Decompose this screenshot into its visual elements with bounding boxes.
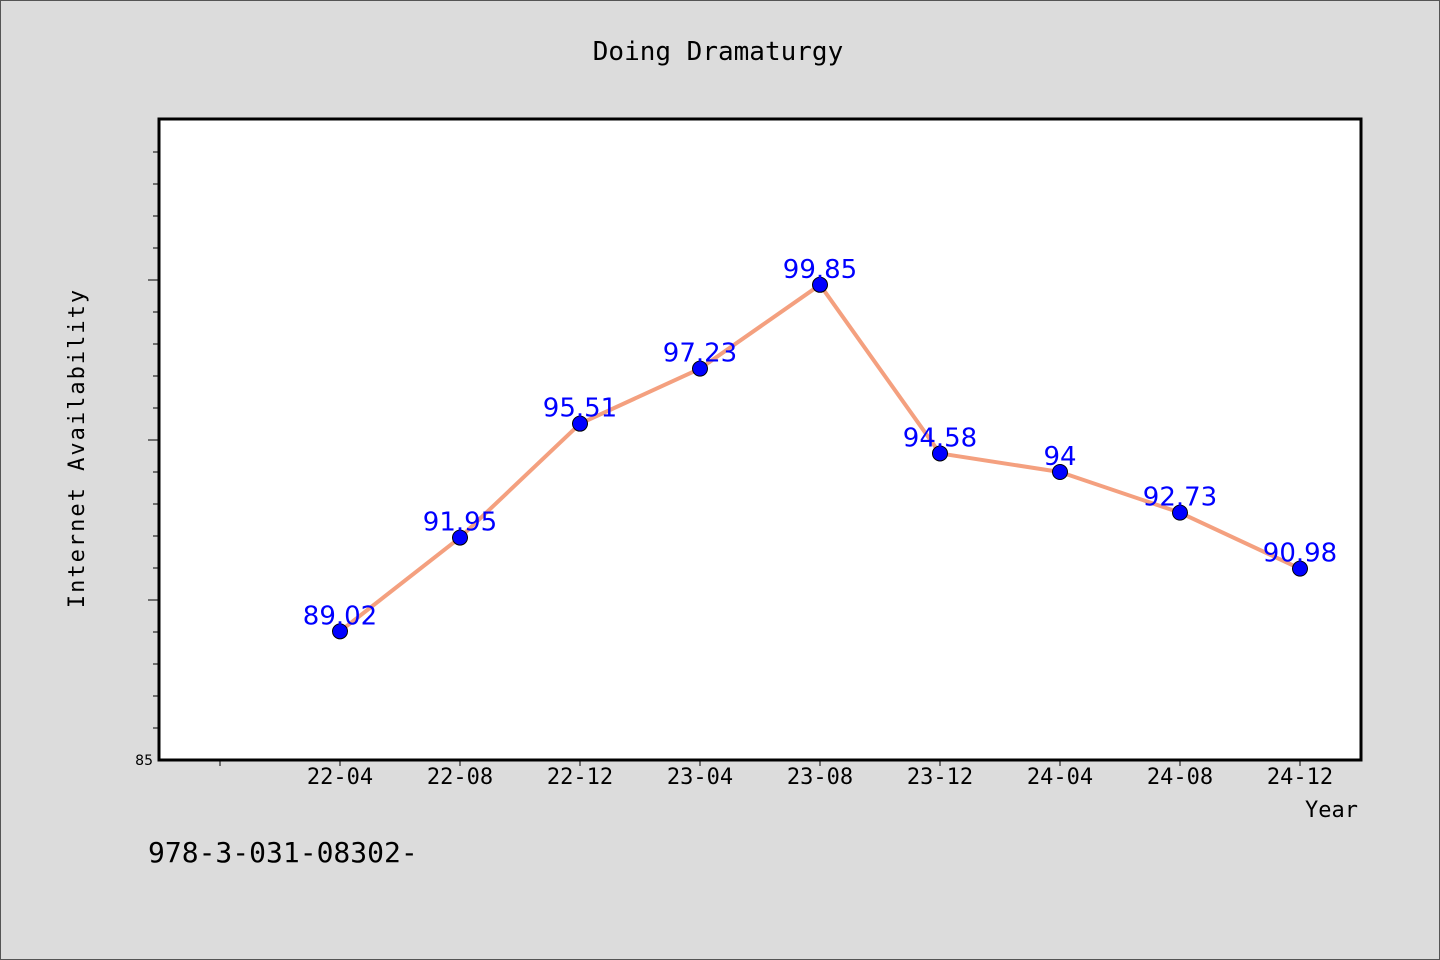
x-tick-label: 24-04	[1027, 765, 1093, 790]
x-tick-label: 23-04	[667, 765, 733, 790]
data-point	[1052, 464, 1068, 480]
x-tick-label: 22-08	[427, 765, 493, 790]
data-point	[332, 623, 348, 640]
series-group: 89.02 91.95 95.51 97.23 99.85 94.58 94 92.73 90.…	[303, 255, 1337, 640]
x-axis-label: Year	[1305, 798, 1358, 823]
data-label: 94	[1043, 442, 1076, 472]
y-axis-label: Internet Availability	[65, 288, 90, 608]
footnote-isbn: 978-3-031-08302-	[148, 836, 418, 869]
x-tick-label: 23-08	[787, 765, 853, 790]
y-axis-ticks: 85	[135, 151, 160, 769]
data-label: 89.02	[303, 601, 377, 631]
data-point	[812, 276, 828, 293]
y-tick-label: 85	[135, 753, 153, 769]
data-point	[572, 415, 588, 432]
plot-area	[157, 117, 1363, 762]
x-tick-label: 22-04	[307, 765, 373, 790]
data-label: 91.95	[423, 508, 497, 538]
x-axis-ticks: 22-04 22-08 22-12 23-04 23-08 23-12 24-04 24-08…	[219, 760, 1333, 790]
data-point	[1172, 504, 1188, 521]
data-label: 97.23	[663, 339, 737, 369]
data-point	[932, 445, 948, 462]
data-label: 94.58	[903, 423, 977, 453]
x-tick-label: 24-08	[1147, 765, 1213, 790]
x-tick-label: 24-12	[1267, 765, 1333, 790]
x-tick-label: 23-12	[907, 765, 973, 790]
data-point	[452, 529, 468, 546]
data-label: 99.85	[783, 255, 857, 285]
data-point	[1292, 560, 1308, 577]
data-label: 95.51	[543, 394, 617, 424]
data-label: 90.98	[1263, 539, 1337, 569]
chart-title: Doing Dramaturgy	[593, 37, 843, 67]
x-tick-label: 22-12	[547, 765, 613, 790]
data-label: 92.73	[1143, 483, 1217, 513]
data-point	[692, 360, 708, 377]
